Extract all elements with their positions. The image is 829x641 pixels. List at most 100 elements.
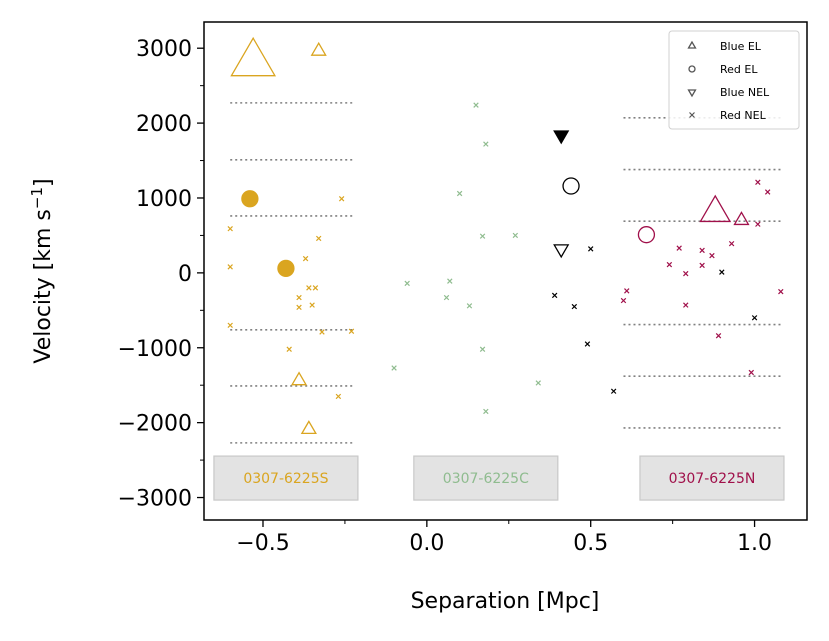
legend-marker-x: [689, 112, 695, 118]
0307-6225N-x-point: [764, 189, 771, 195]
x-tick-label: 0.5: [573, 531, 608, 556]
0307-6225S-x-point: [315, 235, 322, 242]
0307-6225N-circle-point: [637, 226, 656, 244]
black-x-point: [571, 303, 578, 310]
0307-6225N-x-point: [709, 252, 715, 259]
y-axis-title: Velocity [km s−1]: [28, 178, 56, 363]
0307-6225C-x-point: [535, 380, 541, 386]
x-axis-title: Separation [Mpc]: [411, 589, 600, 614]
black-triangle-down-point: [553, 130, 570, 145]
black-triangle-down-point: [553, 244, 570, 259]
0307-6225N-x-point: [699, 247, 705, 254]
0307-6225C-x-point: [479, 233, 486, 239]
0307-6225S-x-point: [227, 322, 233, 329]
cluster-label-boxes: 0307-6225S 0307-6225C 0307-6225N: [213, 455, 785, 501]
0307-6225C-x-point: [391, 365, 397, 371]
legend-label: Blue EL: [720, 40, 762, 53]
x-axis-ticks: −0.5 0.0 0.5 1.0: [236, 520, 772, 556]
0307-6225C-x-point: [483, 408, 489, 415]
0307-6225N-x-point: [666, 261, 673, 268]
y-tick-label: 2000: [136, 112, 192, 137]
plot-frame: [203, 21, 808, 521]
black-x-point: [584, 341, 591, 347]
0307-6225N-x-point: [624, 288, 630, 294]
legend-label: Red NEL: [720, 109, 767, 122]
legend-marker-triangle-up: [687, 40, 697, 49]
y-tick-label: −3000: [118, 487, 192, 512]
black-x-point: [587, 246, 594, 252]
black-x-point: [719, 269, 725, 275]
y-tick-label: 0: [178, 262, 192, 287]
legend-box: [668, 30, 800, 130]
black-x-point: [751, 315, 758, 321]
0307-6225S-x-point: [348, 328, 355, 335]
0307-6225C-x-point: [456, 190, 463, 197]
0307-6225C-x-point: [483, 141, 489, 147]
0307-6225N-x-point: [683, 270, 689, 277]
0307-6225N-x-point: [728, 240, 735, 247]
0307-6225C-x-point: [473, 102, 479, 108]
y-tick-label: −2000: [118, 412, 192, 437]
0307-6225S-x-point: [296, 294, 302, 301]
y-tick-label: 3000: [136, 37, 192, 62]
0307-6225S-x-point: [296, 304, 302, 311]
0307-6225N-x-point: [778, 288, 784, 295]
0307-6225S-x-point: [319, 329, 325, 335]
cluster-label-box: [413, 455, 559, 501]
0307-6225S-triangle-up-point: [310, 41, 327, 56]
y-axis-title-sup: −1: [28, 187, 46, 209]
legend-marker-circle: [688, 65, 696, 73]
0307-6225S-triangle-up-point: [300, 420, 317, 435]
y-tick-label: 1000: [136, 187, 192, 212]
0307-6225N-x-point: [620, 297, 627, 304]
0307-6225S-triangle-up-point: [230, 36, 277, 77]
legend-label: Blue NEL: [720, 86, 770, 99]
0307-6225S-x-point: [335, 393, 342, 400]
cluster-label: 0307-6225C: [443, 471, 529, 487]
legend-marker-triangle-down: [687, 89, 697, 98]
0307-6225N-x-point: [755, 179, 761, 185]
0307-6225N-x-point: [755, 221, 761, 227]
y-tick-label: −1000: [118, 337, 192, 362]
0307-6225S-x-point: [312, 285, 319, 291]
legend-label: Red EL: [720, 63, 758, 76]
x-tick-label: 1.0: [737, 531, 772, 556]
0307-6225C-x-point: [512, 232, 519, 239]
0307-6225S-circle-point: [241, 190, 259, 208]
black-circle-point: [562, 177, 580, 195]
y-axis-ticks: −3000 −2000 −1000 0 1000 2000 3000: [118, 37, 204, 512]
0307-6225N-x-point: [699, 262, 705, 269]
0307-6225S-x-point: [309, 302, 315, 308]
0307-6225S-triangle-up-point: [290, 371, 308, 386]
x-tick-label: −0.5: [236, 531, 289, 556]
0307-6225S-x-point: [227, 225, 233, 232]
0307-6225S-circle-point: [277, 259, 295, 278]
data-points: [227, 36, 784, 435]
y-axis-title-main: Velocity [km s: [31, 209, 56, 364]
legend: Blue EL Red EL Blue NEL Red NEL: [668, 30, 800, 130]
0307-6225C-x-point: [466, 303, 473, 309]
0307-6225S-x-point: [306, 285, 312, 291]
cluster-label: 0307-6225S: [243, 471, 328, 487]
0307-6225N-x-point: [715, 333, 722, 339]
black-x-point: [551, 292, 558, 299]
cluster-label: 0307-6225N: [669, 471, 756, 487]
0307-6225S-x-point: [227, 264, 233, 270]
0307-6225S-x-point: [338, 196, 345, 202]
cluster-label-box: [639, 455, 785, 501]
cluster-label-box: [213, 455, 359, 501]
0307-6225C-x-point: [404, 280, 410, 287]
0307-6225N-x-point: [748, 369, 755, 376]
0307-6225N-x-point: [676, 245, 682, 251]
0307-6225C-x-point: [443, 294, 450, 301]
0307-6225S-x-point: [302, 255, 309, 262]
0307-6225C-x-point: [479, 346, 486, 352]
0307-6225N-triangle-up-point: [733, 211, 750, 226]
y-axis-title-close: ]: [31, 178, 56, 187]
black-x-point: [610, 388, 617, 394]
0307-6225N-x-point: [683, 302, 689, 308]
0307-6225N-triangle-up-point: [699, 194, 732, 223]
x-tick-label: 0.0: [409, 531, 444, 556]
0307-6225S-x-point: [286, 346, 292, 352]
